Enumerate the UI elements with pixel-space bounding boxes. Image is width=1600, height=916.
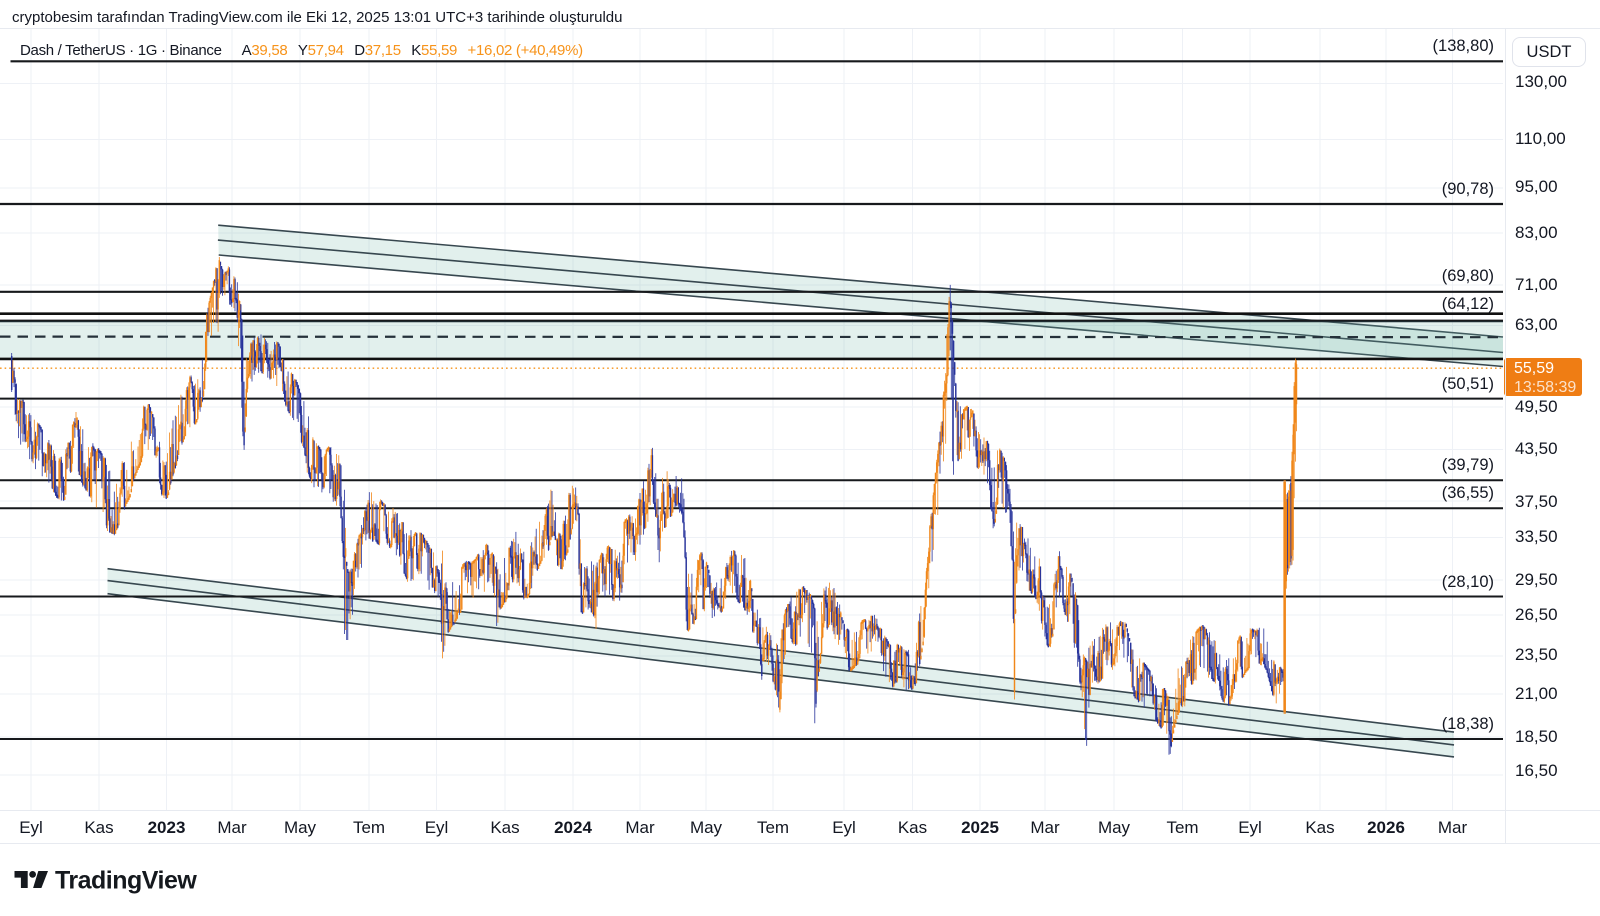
svg-text:TradingView: TradingView [55, 868, 197, 895]
